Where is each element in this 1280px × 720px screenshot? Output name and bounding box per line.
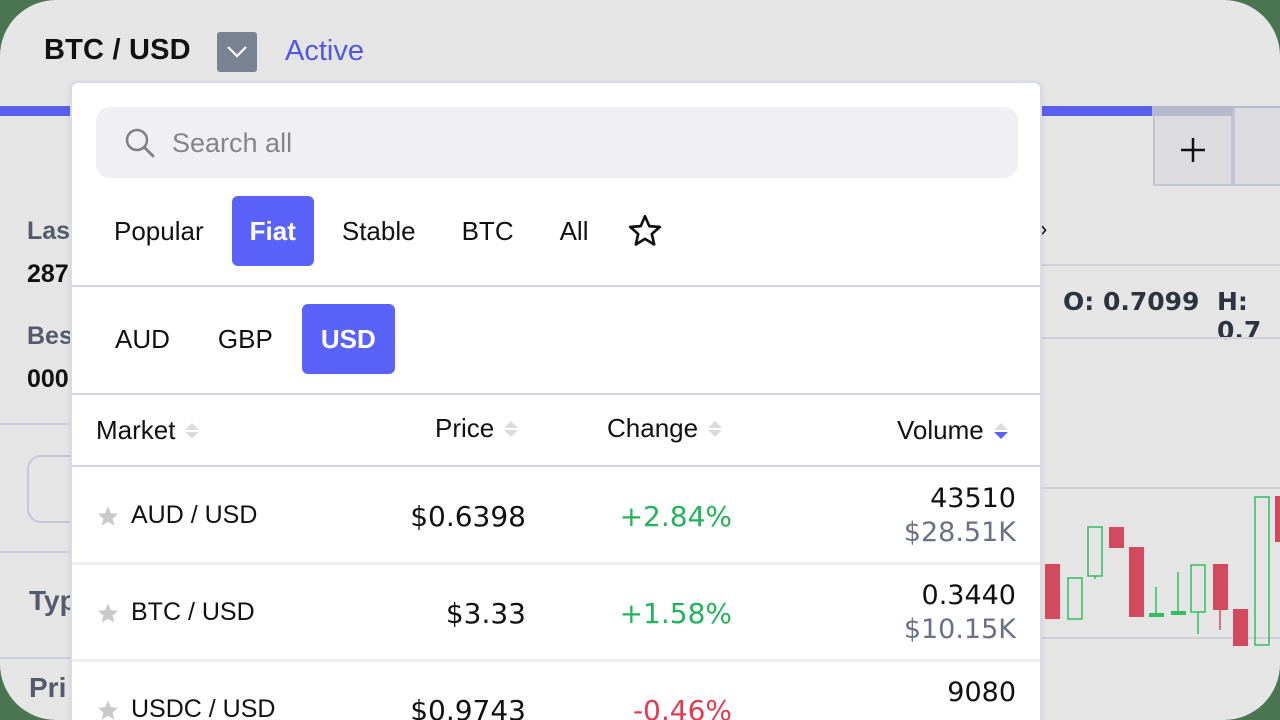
divider xyxy=(1040,337,1280,339)
column-header-volume[interactable]: Volume xyxy=(897,415,1008,446)
volume-amount: 43510 xyxy=(930,483,1016,514)
market-volume: 9080 xyxy=(947,676,1016,710)
market-volume: 43510 $28.51K xyxy=(904,482,1016,550)
market-selector-dropdown: Popular Fiat Stable BTC All AUD GBP USD … xyxy=(70,81,1042,720)
last-price-label: Las xyxy=(27,217,71,245)
market-selector-toggle[interactable] xyxy=(217,32,257,72)
column-header-label: Market xyxy=(96,415,176,445)
market-change: -0.46% xyxy=(632,694,732,720)
column-header-change[interactable]: Change xyxy=(607,413,723,444)
order-price-label: Pri xyxy=(29,672,67,703)
plus-icon xyxy=(1181,138,1205,162)
sort-icon xyxy=(708,420,723,437)
market-name: BTC / USD xyxy=(131,598,255,626)
market-change: +2.84% xyxy=(619,500,732,533)
column-header-label: Price xyxy=(435,413,495,443)
divider xyxy=(0,423,70,425)
candlestick-chart xyxy=(1045,496,1280,646)
volume-usd: $28.51K xyxy=(903,517,1016,548)
category-tabs: Popular Fiat Stable BTC All xyxy=(96,196,683,266)
add-tab-button[interactable] xyxy=(1153,116,1233,186)
market-change: +1.58% xyxy=(619,597,732,630)
tab[interactable] xyxy=(1233,108,1280,186)
market-name: USDC / USD xyxy=(131,695,276,720)
volume-usd: $10.15K xyxy=(903,614,1016,645)
column-header-price[interactable]: Price xyxy=(435,413,519,444)
chevron-down-icon xyxy=(227,46,247,58)
chart-gridline xyxy=(1040,637,1280,639)
search-box[interactable] xyxy=(96,107,1018,180)
favorite-star-icon[interactable] xyxy=(96,602,120,625)
divider xyxy=(0,657,70,659)
sort-icon xyxy=(504,420,519,437)
tab-usd[interactable]: USD xyxy=(301,304,395,374)
tab-popular[interactable]: Popular xyxy=(114,215,204,246)
market-price: $3.33 xyxy=(445,597,526,630)
chart-gridline xyxy=(1040,487,1280,489)
sort-icon xyxy=(185,422,200,439)
chevron-right-icon[interactable]: › xyxy=(1040,216,1048,241)
market-price: $0.6398 xyxy=(410,500,526,533)
best-price-label: Bes xyxy=(27,322,73,350)
market-name: AUD / USD xyxy=(131,501,258,529)
currency-tabs: AUD GBP USD xyxy=(96,304,405,374)
search-icon xyxy=(125,128,155,158)
column-header-label: Change xyxy=(607,413,699,443)
divider xyxy=(72,393,1040,395)
market-status[interactable]: Active xyxy=(285,35,364,67)
favorite-star-icon[interactable] xyxy=(96,699,120,720)
last-price-value: 287 xyxy=(27,260,69,288)
volume-amount: 0.3440 xyxy=(921,580,1016,611)
sort-desc-icon xyxy=(993,422,1008,439)
active-tab-indicator xyxy=(1042,106,1152,116)
ohlc-open: O: 0.7099 xyxy=(1063,287,1200,316)
table-row[interactable]: BTC / USD $3.33 +1.58% 0.3440 $10.15K xyxy=(72,565,1040,662)
active-tab-indicator xyxy=(0,106,70,116)
search-input[interactable] xyxy=(170,107,994,180)
column-header-label: Volume xyxy=(897,415,984,445)
tab-bar xyxy=(1152,106,1280,116)
divider xyxy=(0,551,70,553)
tab-gbp[interactable]: GBP xyxy=(217,323,273,354)
column-header-market[interactable]: Market xyxy=(96,415,200,446)
table-row[interactable]: AUD / USD $0.6398 +2.84% 43510 $28.51K xyxy=(72,468,1040,565)
divider xyxy=(72,465,1040,467)
favorite-star-icon[interactable] xyxy=(96,505,120,528)
divider xyxy=(72,285,1040,287)
market-pair-title: BTC / USD xyxy=(44,34,191,66)
tab-stable[interactable]: Stable xyxy=(341,215,416,246)
table-row[interactable]: USDC / USD $0.9743 -0.46% 9080 xyxy=(72,662,1040,720)
volume-amount: 9080 xyxy=(947,677,1016,708)
tab-aud[interactable]: AUD xyxy=(115,323,170,354)
ohlc-high: H: 0.7 xyxy=(1217,287,1262,345)
tab-btc[interactable]: BTC xyxy=(461,215,514,246)
order-type-label: Typ xyxy=(29,585,77,616)
best-price-value: 000 xyxy=(27,365,69,393)
tab-all[interactable]: All xyxy=(559,215,589,246)
market-volume: 0.3440 $10.15K xyxy=(904,579,1016,647)
tab-favorites[interactable] xyxy=(617,196,673,266)
star-outline-icon xyxy=(628,214,661,246)
divider xyxy=(1040,264,1280,266)
tab-fiat[interactable]: Fiat xyxy=(231,196,314,266)
market-price: $0.9743 xyxy=(410,694,526,720)
